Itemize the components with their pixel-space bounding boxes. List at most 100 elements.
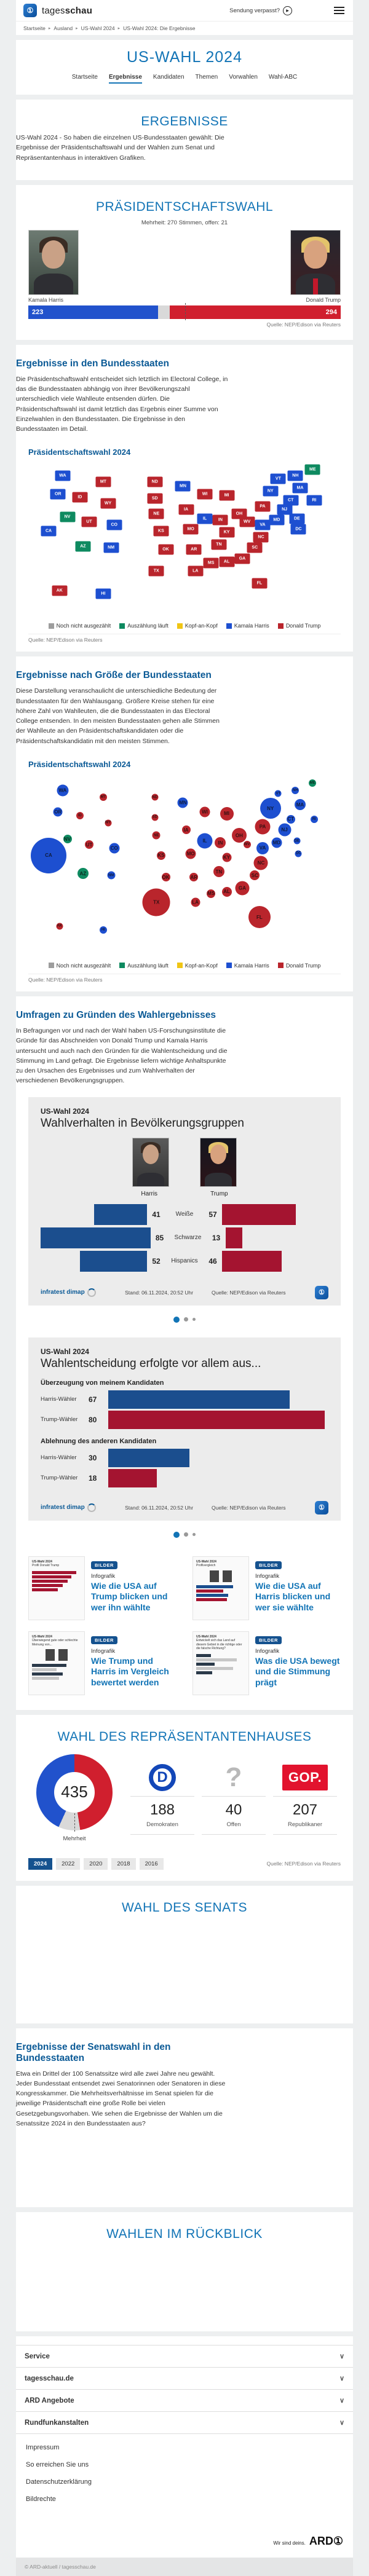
year-button-2024[interactable]: 2024	[28, 1857, 53, 1870]
state-tile-DC[interactable]: DC	[290, 524, 306, 535]
state-bubble-WA[interactable]: WA	[57, 784, 69, 797]
state-tile-ME[interactable]: ME	[304, 464, 320, 475]
state-bubble-WV[interactable]: WV	[243, 841, 251, 849]
state-bubble-ME[interactable]: ME	[309, 779, 317, 787]
state-bubble-KY[interactable]: KY	[222, 853, 232, 862]
state-bubble-CA[interactable]: CA	[31, 837, 67, 873]
teaser-title[interactable]: Wie Trump und Harris im Vergleich bewert…	[91, 1655, 169, 1687]
state-tile-IN[interactable]: IN	[212, 514, 228, 526]
us-states-map[interactable]: WA OR CA NV ID MT WY UT AZ NM CO ND SD NE KS OK TX MN IA MO…	[28, 462, 341, 616]
state-tile-MN[interactable]: MN	[175, 481, 191, 492]
teaser-item[interactable]: US-Wahl 2024 Profilvergleich BILDER Infogra…	[192, 1556, 341, 1620]
state-bubble-ND[interactable]: ND	[151, 794, 159, 801]
state-tile-KS[interactable]: KS	[153, 526, 169, 537]
state-tile-MO[interactable]: MO	[183, 524, 199, 535]
state-tile-NY[interactable]: NY	[263, 486, 279, 497]
state-bubble-MN[interactable]: MN	[177, 797, 188, 808]
year-button-2020[interactable]: 2020	[84, 1857, 108, 1870]
menu-icon[interactable]	[334, 7, 344, 14]
carousel-dot[interactable]	[184, 1532, 188, 1537]
state-bubble-MA[interactable]: MA	[294, 799, 306, 811]
state-bubble-CO[interactable]: CO	[109, 843, 120, 854]
state-tile-CT[interactable]: CT	[283, 495, 299, 506]
state-bubble-NJ[interactable]: NJ	[278, 823, 292, 837]
state-bubble-NM[interactable]: NM	[107, 871, 116, 880]
state-tile-KY[interactable]: KY	[219, 527, 235, 538]
state-tile-OK[interactable]: OK	[158, 544, 174, 555]
state-tile-SD[interactable]: SD	[147, 493, 163, 504]
state-tile-MI[interactable]: MI	[219, 490, 235, 501]
state-bubble-GA[interactable]: GA	[235, 881, 250, 896]
tab-startseite[interactable]: Startseite	[71, 74, 98, 81]
state-bubble-LA[interactable]: LA	[191, 897, 200, 907]
state-bubble-IN[interactable]: IN	[215, 837, 226, 849]
state-tile-CO[interactable]: CO	[106, 519, 122, 530]
state-tile-NM[interactable]: NM	[103, 542, 119, 553]
state-bubble-ID[interactable]: ID	[76, 811, 84, 819]
state-bubble-OK[interactable]: OK	[161, 873, 170, 882]
state-tile-OR[interactable]: OR	[50, 489, 66, 500]
state-bubble-NH[interactable]: NH	[292, 786, 300, 794]
state-bubble-OH[interactable]: OH	[231, 828, 247, 843]
state-tile-MD[interactable]: MD	[269, 514, 285, 526]
state-bubble-NC[interactable]: NC	[253, 856, 268, 870]
breadcrumb-item[interactable]: US-Wahl 2024: Die Ergebnisse	[123, 25, 196, 31]
state-bubble-KS[interactable]: KS	[156, 851, 165, 860]
state-tile-AL[interactable]: AL	[219, 556, 235, 567]
carousel-dot[interactable]	[192, 1533, 196, 1537]
state-tile-NH[interactable]: NH	[287, 470, 303, 481]
state-tile-AZ[interactable]: AZ	[75, 541, 91, 552]
year-button-2022[interactable]: 2022	[56, 1857, 81, 1870]
missed-show-link[interactable]: Sendung verpasst? ▶	[229, 6, 292, 15]
state-tile-WY[interactable]: WY	[100, 498, 116, 509]
state-bubble-WY[interactable]: WY	[105, 819, 112, 827]
tab-ergebnisse[interactable]: Ergebnisse	[109, 74, 142, 84]
breadcrumb-item[interactable]: Startseite	[23, 25, 46, 31]
state-tile-ID[interactable]: ID	[72, 492, 88, 503]
carousel-dot[interactable]	[192, 1318, 196, 1321]
teaser-item[interactable]: US-Wahl 2024 Entwickelt sich das Land auf…	[192, 1631, 341, 1695]
state-bubble-IA[interactable]: IA	[181, 825, 191, 835]
teaser-title[interactable]: Wie die USA auf Harris blicken und wer s…	[255, 1580, 331, 1612]
state-tile-MT[interactable]: MT	[95, 476, 111, 487]
teaser-item[interactable]: US-Wahl 2024 Überwiegend gute oder schlec…	[28, 1631, 177, 1695]
state-bubble-HI[interactable]: HI	[99, 926, 107, 934]
brand-wordmark[interactable]: tagesschau	[42, 6, 92, 16]
teaser-title[interactable]: Wie die USA auf Trump blicken und wer ih…	[91, 1580, 168, 1612]
year-button-2016[interactable]: 2016	[139, 1857, 164, 1870]
state-bubble-AZ[interactable]: AZ	[77, 868, 89, 880]
state-bubble-PA[interactable]: PA	[255, 819, 271, 835]
state-bubble-SC[interactable]: SC	[250, 870, 260, 881]
state-tile-FL[interactable]: FL	[252, 578, 268, 589]
state-bubble-OR[interactable]: OR	[53, 807, 63, 817]
footer-link-impressum[interactable]: Impressum	[26, 2444, 60, 2452]
teaser-item[interactable]: US-Wahl 2024 Profil Donald Trump BILDER Inf…	[28, 1556, 177, 1620]
footer-accordion-tagesschau-de[interactable]: tagesschau.de ∨	[16, 2367, 353, 2389]
state-bubble-CT[interactable]: CT	[286, 814, 295, 824]
state-bubble-DC[interactable]: DC	[295, 850, 302, 857]
state-bubble-MS[interactable]: MS	[207, 889, 216, 898]
footer-accordion-rundfunkanstalten[interactable]: Rundfunkanstalten ∨	[16, 2411, 353, 2435]
state-tile-RI[interactable]: RI	[306, 495, 322, 506]
carousel-dot[interactable]	[173, 1316, 180, 1323]
us-states-bubble-map[interactable]: CA TX FL NY IL PA OH GA NC MI NJ VA WA AZ IN TN MA CO MN MO…	[28, 773, 341, 955]
state-bubble-AR[interactable]: AR	[189, 873, 199, 882]
state-tile-NE[interactable]: NE	[148, 508, 164, 519]
breadcrumb-item[interactable]: US-Wahl 2024	[81, 25, 115, 31]
state-tile-DE[interactable]: DE	[289, 513, 305, 524]
tab-kandidaten[interactable]: Kandidaten	[153, 74, 184, 81]
state-tile-AR[interactable]: AR	[186, 544, 202, 555]
tab-wahl-abc[interactable]: Wahl-ABC	[268, 74, 298, 81]
state-tile-MS[interactable]: MS	[203, 557, 219, 569]
state-tile-NC[interactable]: NC	[253, 532, 269, 543]
state-bubble-TN[interactable]: TN	[213, 866, 224, 878]
state-tile-TX[interactable]: TX	[148, 565, 164, 577]
state-bubble-MO[interactable]: MO	[185, 848, 196, 859]
footer-link-bildrechte[interactable]: Bildrechte	[26, 2495, 56, 2503]
footer-link-so-erreichen-sie-uns[interactable]: So erreichen Sie uns	[26, 2461, 89, 2469]
state-tile-IA[interactable]: IA	[178, 504, 194, 515]
state-bubble-VT[interactable]: VT	[274, 790, 282, 797]
state-tile-LA[interactable]: LA	[188, 565, 204, 577]
tagesschau-logo-icon[interactable]: ①	[23, 4, 37, 17]
state-bubble-AL[interactable]: AL	[221, 886, 232, 897]
